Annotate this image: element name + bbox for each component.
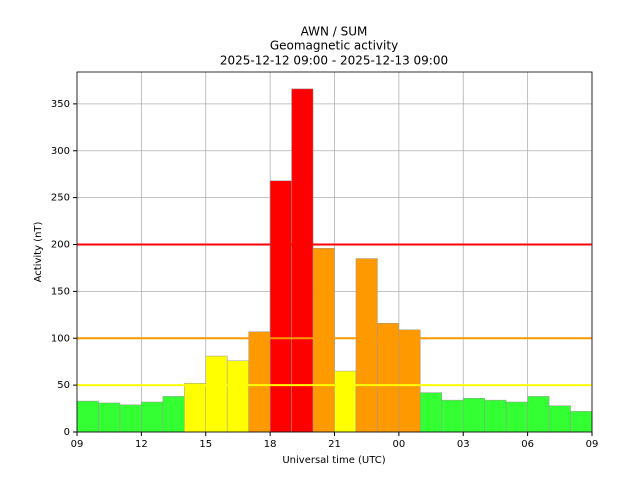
x-tick-label: 21 <box>328 439 341 450</box>
x-axis-label: Universal time (UTC) <box>282 455 385 466</box>
bar <box>420 392 443 433</box>
bar <box>527 396 550 433</box>
bar <box>377 323 400 433</box>
y-tick-label: 0 <box>64 427 70 438</box>
y-tick-label: 50 <box>57 380 70 391</box>
y-tick-label: 350 <box>51 99 70 110</box>
y-axis-label: Activity (nT) <box>33 221 44 282</box>
bar <box>398 329 421 433</box>
bar <box>76 400 99 433</box>
chart-date-range: 2025-12-12 09:00 - 2025-12-13 09:00 <box>220 54 448 68</box>
bar <box>355 258 378 433</box>
x-tick-label: 06 <box>521 439 534 450</box>
bar <box>505 401 528 433</box>
chart-subtitle: Geomagnetic activity <box>270 39 398 53</box>
x-tick-label: 00 <box>393 439 406 450</box>
x-tick-label: 03 <box>457 439 470 450</box>
x-tick-label: 12 <box>135 439 148 450</box>
bar <box>205 355 228 433</box>
bar <box>484 399 507 433</box>
chart-title: AWN / SUM <box>301 25 368 39</box>
y-tick-label: 100 <box>51 333 70 344</box>
bar <box>184 383 207 433</box>
bar <box>312 248 335 433</box>
x-tick-label: 15 <box>199 439 212 450</box>
x-tick-label: 09 <box>71 439 84 450</box>
y-tick-label: 200 <box>51 240 70 251</box>
y-tick-label: 150 <box>51 286 70 297</box>
bar <box>291 88 314 433</box>
x-tick-label: 09 <box>586 439 599 450</box>
bar <box>119 404 142 433</box>
x-tick-label: 18 <box>264 439 277 450</box>
plot-frame <box>76 71 593 433</box>
bar <box>141 401 164 433</box>
y-tick-label: 250 <box>51 193 70 204</box>
bar <box>570 411 593 433</box>
bar <box>441 399 464 433</box>
bar <box>548 405 571 433</box>
bar <box>334 370 357 433</box>
bar <box>248 331 271 433</box>
bar <box>269 180 292 433</box>
bar <box>98 402 121 433</box>
bar <box>463 398 485 433</box>
bar <box>226 360 249 433</box>
y-tick-label: 300 <box>51 146 70 157</box>
bar <box>162 396 185 433</box>
